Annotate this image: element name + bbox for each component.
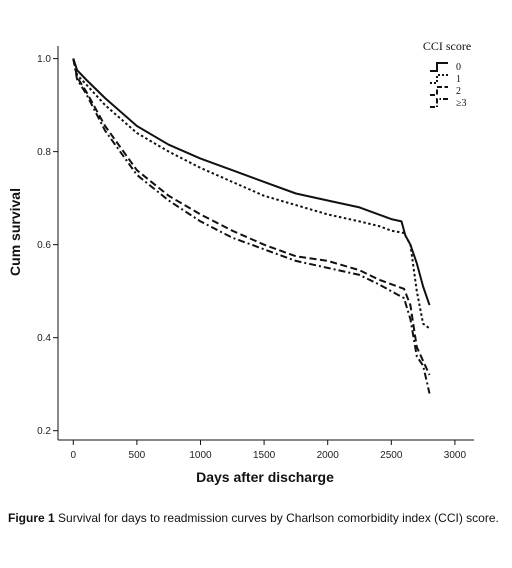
legend-label: 2 — [456, 86, 461, 97]
series-line-cci-3 — [72, 58, 431, 394]
y-tick-label: 0.8 — [37, 147, 51, 158]
legend-swatch — [430, 86, 448, 96]
figure-label: Figure 1 — [8, 511, 55, 525]
series-line-cci-0 — [72, 58, 431, 306]
legend: CCI score 012≥3 — [423, 39, 471, 109]
x-tick-label: 3000 — [444, 450, 467, 461]
legend-swatch — [430, 74, 448, 84]
x-tick-label: 1500 — [253, 450, 276, 461]
y-tick-label: 0.2 — [37, 426, 51, 437]
figure-caption-text: Survival for days to readmission curves … — [54, 511, 499, 525]
figure-caption: Figure 1 Survival for days to readmissio… — [8, 510, 504, 527]
legend-title: CCI score — [423, 39, 471, 53]
x-tick-label: 2000 — [317, 450, 340, 461]
x-tick-label: 0 — [70, 450, 76, 461]
survival-chart: 0.20.40.60.81.00 500 1000 1500 2000 2500 3000 … — [7, 39, 474, 485]
series-lines — [72, 58, 431, 394]
legend-label: 0 — [456, 62, 461, 73]
x-tick-label: 500 — [129, 450, 146, 461]
legend-swatch — [430, 62, 448, 72]
y-tick-label: 0.4 — [37, 333, 51, 344]
x-tick-label: 1000 — [189, 450, 212, 461]
x-axis-title: Days after discharge — [196, 469, 334, 485]
legend-label: 1 — [456, 74, 461, 85]
legend-label: ≥3 — [456, 98, 467, 109]
axes: 0.2 0.4 0.6 0.8 1.0 0 500 1000 1500 2000 2500 3000 — [37, 46, 474, 461]
series-line-cci-1 — [72, 58, 431, 330]
legend-swatch — [430, 98, 448, 108]
x-tick-label: 2500 — [380, 450, 403, 461]
y-tick-label: 1.0 — [37, 54, 51, 65]
series-line-cci-2 — [72, 58, 431, 376]
y-axis-title: Cum survival — [7, 188, 23, 276]
y-tick-label: 0.6 — [37, 240, 51, 251]
